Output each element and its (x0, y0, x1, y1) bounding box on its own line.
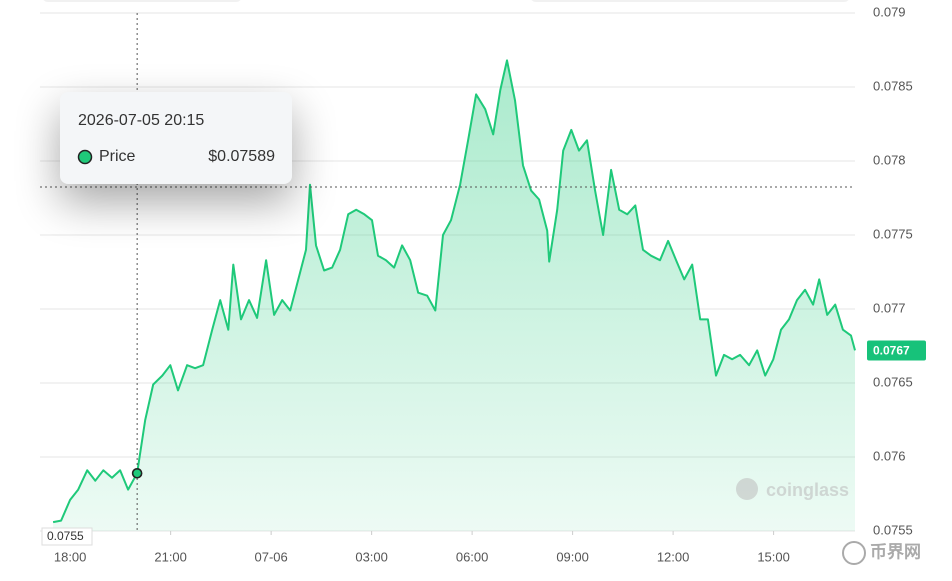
x-tick-label: 06:00 (456, 549, 489, 564)
x-tick-label: 12:00 (657, 549, 690, 564)
watermark-icon (736, 478, 758, 500)
last-price-label: 0.0767 (873, 344, 910, 358)
logo-icon (842, 541, 866, 565)
overlay: coinglass 币界网 2026-07-05 20:15 Price $0.07… (40, 13, 926, 565)
tooltip-time: 2026-07-05 20:15 (78, 112, 204, 129)
watermark-text: coinglass (766, 480, 849, 500)
y-tick-label: 0.0765 (873, 374, 913, 389)
tooltip-series-name: Price (99, 148, 136, 165)
hover-point (131, 467, 143, 479)
top-control[interactable] (42, 0, 242, 2)
y-tick-label: 0.079 (873, 4, 906, 19)
min-label-box (41, 527, 93, 546)
corner-logo: 币界网 (842, 541, 921, 565)
y-tick-label: 0.078 (873, 152, 906, 167)
top-control[interactable] (530, 0, 850, 2)
watermark: coinglass (736, 478, 849, 500)
tooltip (60, 92, 292, 184)
x-tick-label: 03:00 (355, 549, 388, 564)
line (52, 59, 856, 524)
y-tick-label: 0.077 (873, 300, 906, 315)
min-label: 0.0755 (47, 529, 84, 543)
x-tick-label: 18:00 (54, 549, 87, 564)
y-tick-label: 0.0785 (873, 78, 913, 93)
area (53, 60, 856, 532)
last-price-tag (867, 340, 926, 361)
logo-text: 币界网 (870, 542, 921, 561)
x-tick-label: 09:00 (556, 549, 589, 564)
y-tick-label: 0.076 (873, 448, 906, 463)
marks (52, 59, 856, 532)
tooltip-value: $0.07589 (208, 148, 275, 165)
y-tick-label: 0.0755 (873, 522, 913, 537)
x-tick-label: 21:00 (154, 549, 187, 564)
grid: 0.0755 0.076 0.0765 0.077 0.0775 0.078 0.0785 0… (40, 4, 913, 564)
x-tick-label: 07-06 (255, 549, 288, 564)
tooltip-dot (77, 149, 93, 165)
x-tick-label: 15:00 (757, 549, 790, 564)
y-tick-label: 0.0775 (873, 226, 913, 241)
